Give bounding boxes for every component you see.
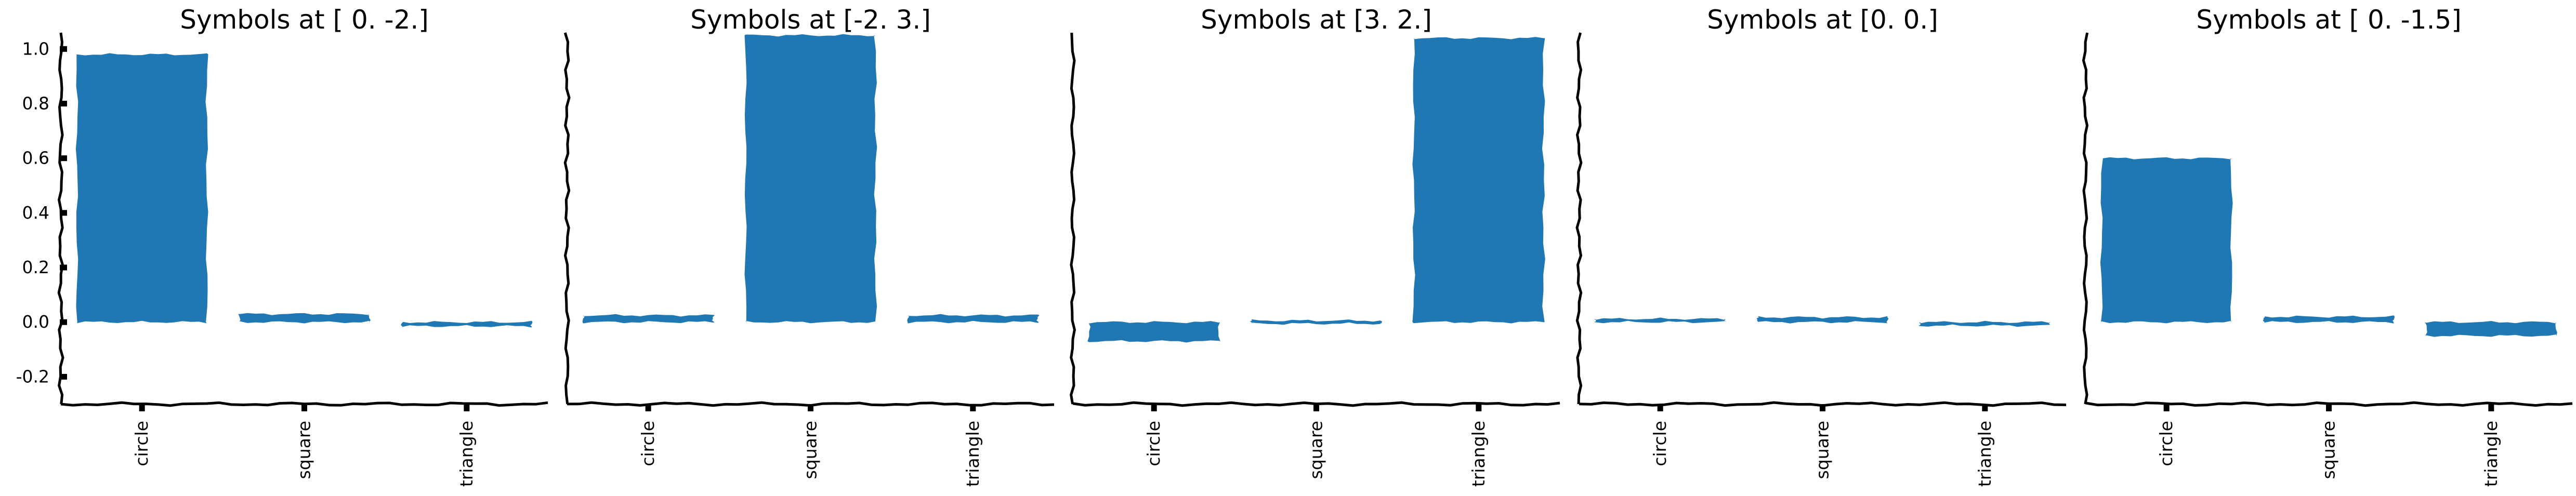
bar-circle bbox=[2100, 157, 2233, 324]
y-tick-label: 0.0 bbox=[22, 312, 49, 332]
chart-title: Symbols at [ 0. -1.5] bbox=[2196, 5, 2461, 35]
chart-panel-1: Symbols at [ 0. -2.] -0.2 0.0 0.2 0.4 0.6 0.8 1… bbox=[16, 5, 548, 487]
bar-circle bbox=[1087, 321, 1220, 343]
bar-square bbox=[1756, 316, 1889, 324]
x-axis-spine bbox=[60, 401, 548, 407]
y-tick-label: -0.2 bbox=[16, 366, 49, 386]
x-tick-label-square: square bbox=[1812, 421, 1833, 479]
x-tick-label-triangle: triangle bbox=[1975, 421, 1995, 487]
x-tick-label-circle: circle bbox=[132, 421, 152, 466]
chart-panel-2: Symbols at [-2. 3.] circle square triangle bbox=[563, 5, 1055, 487]
bar-circle bbox=[75, 53, 208, 324]
x-tick-label-square: square bbox=[1306, 421, 1326, 479]
bar-square bbox=[744, 34, 877, 324]
bar-square bbox=[2263, 315, 2395, 324]
x-tick-label-circle: circle bbox=[638, 421, 658, 466]
y-tick-label: 1.0 bbox=[22, 38, 49, 59]
bar-circle bbox=[1594, 317, 1726, 324]
x-axis-spine bbox=[1072, 401, 1560, 407]
y-axis-spine bbox=[2082, 32, 2089, 405]
bar-square bbox=[238, 313, 371, 324]
chart-title: Symbols at [3. 2.] bbox=[1201, 5, 1432, 35]
chart-title: Symbols at [ 0. -2.] bbox=[180, 5, 429, 35]
x-tick-label-square: square bbox=[800, 421, 821, 479]
bar-triangle bbox=[401, 320, 533, 328]
x-tick-label-circle: circle bbox=[2156, 421, 2176, 466]
y-axis-spine bbox=[1575, 32, 1583, 405]
x-tick-label-triangle: triangle bbox=[456, 421, 477, 487]
y-tick-label: 0.2 bbox=[22, 257, 49, 277]
bar-triangle bbox=[2425, 321, 2557, 337]
bar-circle bbox=[582, 314, 715, 324]
x-axis-spine bbox=[2085, 401, 2573, 407]
bar-triangle bbox=[1412, 37, 1545, 324]
x-tick-label-circle: circle bbox=[1650, 421, 1670, 466]
x-tick-label-triangle: triangle bbox=[963, 421, 983, 487]
x-tick-label-triangle: triangle bbox=[1468, 421, 1489, 487]
y-tick-label: 0.8 bbox=[22, 93, 49, 113]
chart-title: Symbols at [-2. 3.] bbox=[690, 5, 931, 35]
y-tick-label: 0.6 bbox=[22, 148, 49, 168]
x-tick-label-square: square bbox=[2319, 421, 2339, 479]
bar-triangle bbox=[907, 314, 1040, 324]
bar-triangle bbox=[1918, 320, 2051, 327]
y-tick-label: 0.4 bbox=[22, 203, 49, 223]
y-axis-spine bbox=[1070, 32, 1076, 405]
x-tick-label-square: square bbox=[294, 421, 314, 479]
bar-square bbox=[1250, 319, 1383, 325]
chart-panel-3: Symbols at [3. 2.] circle square triangle bbox=[1070, 5, 1560, 487]
x-tick-label-triangle: triangle bbox=[2481, 421, 2501, 487]
chart-panel-5: Symbols at [ 0. -1.5] circle square triangl… bbox=[2082, 5, 2573, 487]
chart-panel-4: Symbols at [0. 0.] circle square triangle bbox=[1575, 5, 2067, 487]
x-tick-label-circle: circle bbox=[1144, 421, 1164, 466]
y-axis-spine bbox=[563, 32, 571, 405]
y-axis-spine bbox=[57, 32, 64, 405]
chart-title: Symbols at [0. 0.] bbox=[1707, 5, 1938, 35]
